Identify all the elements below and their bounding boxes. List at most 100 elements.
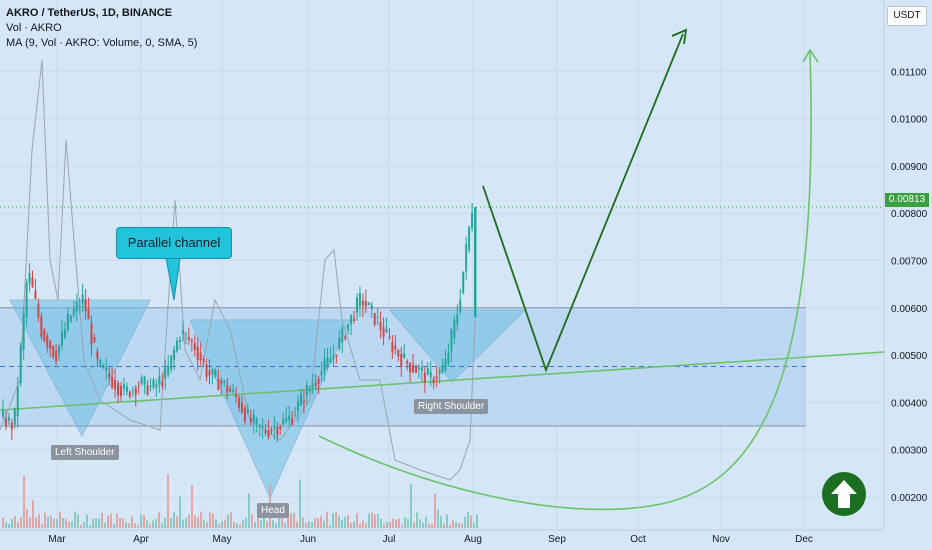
candle-body [10,422,13,430]
candle-body [379,321,382,330]
volume-bar [323,520,325,528]
candle-body [297,401,299,411]
candle-body [25,282,28,317]
volume-bar [242,520,244,528]
candle-body [196,346,199,360]
volume-bar [293,512,295,528]
volume-bar [437,509,439,528]
candle-body [338,337,341,349]
volume-bar [14,515,16,528]
candle-body [450,330,453,351]
volume-bar [374,514,376,528]
volume-bar [248,493,250,528]
volume-bar [455,521,457,528]
x-tick-label: Apr [133,534,149,545]
candle-body [134,387,137,396]
volume-bar [401,524,403,528]
head-triangle [189,319,351,500]
candle-body [403,353,406,358]
volume-bar [5,521,7,528]
volume-bar [353,521,355,528]
candle-body [376,316,379,318]
volume-bar [380,518,382,528]
currency-unit-button[interactable]: USDT [887,6,927,26]
volume-bar [59,511,61,528]
candle-body [415,366,417,373]
candle-body [273,426,276,429]
volume-bar [140,514,142,528]
candle-body [302,400,305,404]
candle-body [282,419,285,425]
volume-bar [398,518,400,528]
candle-body [137,385,140,387]
candle-body [423,372,426,383]
volume-bar [308,521,310,528]
x-tick-label: Aug [464,534,482,545]
candle-body [323,358,326,371]
volume-bar [395,519,397,528]
candle-body [429,371,432,377]
candle-body [181,329,184,334]
volume-bar [161,523,163,528]
y-tick-label: 0.01000 [891,115,928,126]
volume-bar [233,521,235,528]
candle-body [87,309,90,320]
volume-bar [65,518,67,528]
volume-bar [284,523,286,528]
candle-body [214,369,217,377]
candle-body [409,362,412,373]
volume-bar [305,522,307,528]
candle-body [187,336,190,340]
candle-body [441,367,444,373]
candle-body [84,299,87,312]
volume-bar [404,517,406,528]
volume-bar [215,519,217,528]
candle-body [276,427,279,436]
left-shoulder-label: Left Shoulder [51,445,119,460]
volume-bar [251,513,253,528]
volume-bar [458,523,460,528]
y-tick-label: 0.00600 [891,304,928,315]
candle-body [128,391,131,397]
up-arrow-badge [822,472,866,516]
candle-body [367,302,370,305]
volume-bar [176,516,178,528]
volume-bar [149,523,151,528]
candle-body [420,367,423,371]
volume-bar [152,520,154,528]
volume-bar [95,518,97,528]
volume-bar [134,523,136,528]
candle-body [4,418,7,427]
candle-body [317,378,320,385]
volume-bar [206,521,208,528]
projection-arrowhead [671,28,688,45]
candle-body [31,277,34,288]
candle-body [468,226,471,250]
volume-bar [8,523,10,528]
candle-body [370,304,373,309]
head-label: Head [257,503,289,518]
candle-body [358,292,361,307]
candle-body [329,358,332,363]
candle-body [131,389,134,391]
volume-bar [362,520,364,528]
candle-body [164,367,167,379]
volume-bar [413,521,415,528]
candle-body [347,324,350,331]
candle-body [444,358,447,371]
candle-body [344,336,347,339]
candle-body [264,429,267,434]
candle-body [412,364,415,372]
volume-bar [71,521,73,528]
volume-bar [440,516,442,528]
volume-bar [119,518,121,528]
candle-body [385,329,388,333]
volume-bar [410,483,412,528]
legend-symbol: AKRO / TetherUS, 1D, BINANCE [6,7,173,19]
volume-bar [281,516,283,528]
candle-body [261,426,264,428]
parallel-channel-callout: Parallel channel [116,227,232,259]
candle-body [58,345,61,354]
